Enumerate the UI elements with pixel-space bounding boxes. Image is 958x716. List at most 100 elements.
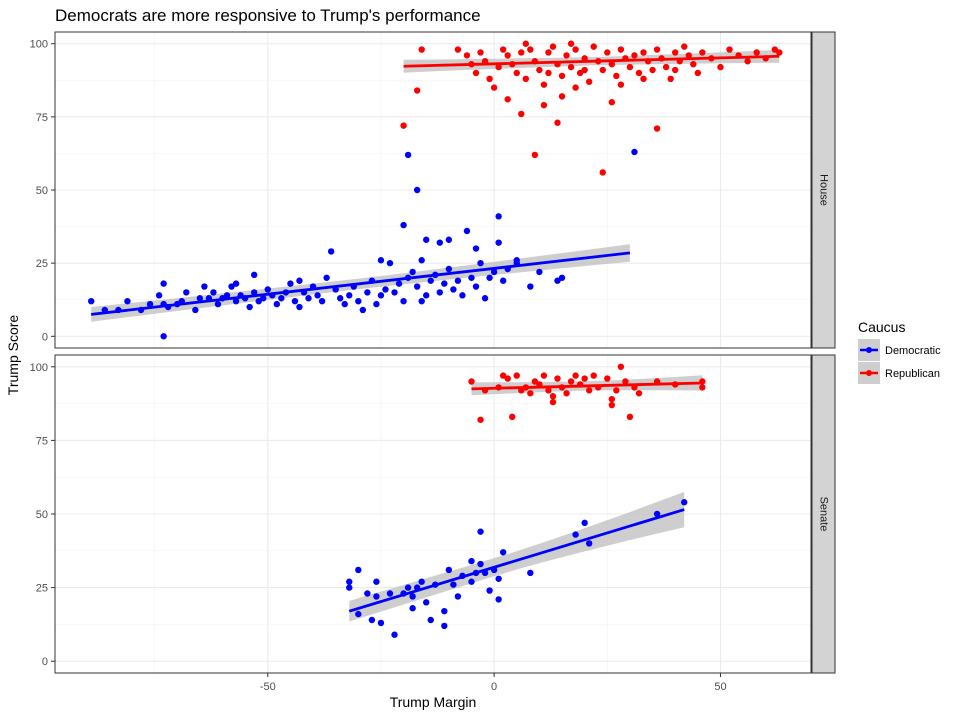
data-point-republican [699,49,706,56]
data-point-republican [567,40,575,47]
data-point-democratic [418,578,425,585]
data-point-republican [509,413,516,421]
data-point-democratic [368,616,376,624]
data-point-democratic [341,300,348,308]
facet-strip [811,31,836,349]
data-point-democratic [468,274,475,281]
data-point-republican [608,395,616,403]
data-point-republican [599,169,606,176]
data-point-democratic [409,593,416,600]
legend-title: Caucus [858,319,905,335]
data-point-republican [585,387,593,394]
data-point-democratic [88,297,95,305]
data-point-democratic [463,227,471,235]
data-point-democratic [232,280,240,287]
data-point-democratic [395,280,403,287]
data-point-republican [685,52,692,59]
data-point-democratic [495,239,502,246]
data-point-republican [667,75,674,83]
data-point-democratic [250,289,258,296]
data-point-democratic [346,578,353,585]
data-point-republican [477,416,484,423]
y-tick-label: 75 [36,112,48,124]
panel-border [54,31,812,349]
data-point-republican [604,49,611,56]
data-point-republican [504,52,511,59]
panels-layer: 0 25 50 75 100 House 0 25 50 75 100 Senate -50 0 50 [30,31,836,693]
data-point-democratic [291,297,299,305]
data-point-democratic [459,292,466,299]
data-point-republican [495,63,502,71]
data-point-republican [513,69,520,77]
data-point-republican [599,66,606,74]
data-point-republican [631,52,638,59]
data-point-democratic [495,596,502,603]
data-point-republican [554,119,561,126]
panel-senate: 0 25 50 75 100 Senate -50 0 50 [30,354,836,693]
data-point-republican [626,413,634,421]
data-point-democratic [418,257,425,264]
data-point-republican [468,378,475,385]
data-point-republican [671,49,679,56]
data-point-democratic [155,292,163,299]
data-point-democratic [346,292,353,299]
data-point-democratic [481,295,489,302]
data-point-republican [572,84,579,91]
data-point-democratic [423,599,430,606]
data-point-republican [504,375,511,382]
data-point-republican [576,69,584,77]
data-point-republican [536,66,543,74]
data-point-democratic [160,280,167,287]
fit-line-republican [403,54,780,68]
legend-key-point [866,347,872,353]
y-tick-label: 25 [36,258,48,270]
data-point-democratic [477,528,484,535]
fit-line-democratic [348,508,685,613]
y-tick-label: 0 [42,656,48,668]
y-tick-label: 50 [36,509,48,521]
data-point-democratic [210,289,217,296]
facet-strip-label: House [818,174,830,206]
data-point-democratic [296,303,303,311]
data-point-democratic [377,292,385,299]
data-point-republican [581,55,588,62]
data-point-democratic [228,283,235,290]
data-point-republican [622,378,629,385]
data-point-democratic [499,549,507,556]
data-point-republican [454,46,462,53]
data-point-republican [653,46,661,53]
y-axis-label: Trump Score [5,315,21,396]
data-point-republican [418,46,425,53]
data-point-republican [486,75,493,83]
data-point-republican [608,401,616,409]
y-tick-label: 25 [36,583,48,595]
data-point-democratic [445,236,453,243]
data-point-democratic [536,268,543,276]
data-point-republican [572,46,579,53]
data-point-democratic [278,295,285,302]
data-point-democratic [581,519,588,527]
data-point-democratic [558,274,566,281]
data-point-republican [581,66,588,74]
legend-label: Democratic [885,345,941,357]
data-point-democratic [355,610,362,618]
data-point-democratic [472,245,480,252]
data-point-republican [617,81,625,88]
data-point-republican [590,43,597,50]
data-point-republican [504,96,511,103]
data-point-democratic [499,277,507,284]
data-point-democratic [423,236,430,243]
data-point-democratic [364,289,371,296]
data-point-democratic [314,292,321,299]
data-point-republican [640,49,647,56]
data-point-democratic [436,239,443,246]
data-point-democratic [287,280,294,287]
data-point-democratic [336,295,344,302]
data-point-democratic [318,297,326,305]
data-point-republican [726,46,733,53]
data-point-republican [681,43,688,50]
data-point-democratic [441,280,448,287]
data-point-republican [608,99,616,106]
data-point-democratic [486,274,493,281]
